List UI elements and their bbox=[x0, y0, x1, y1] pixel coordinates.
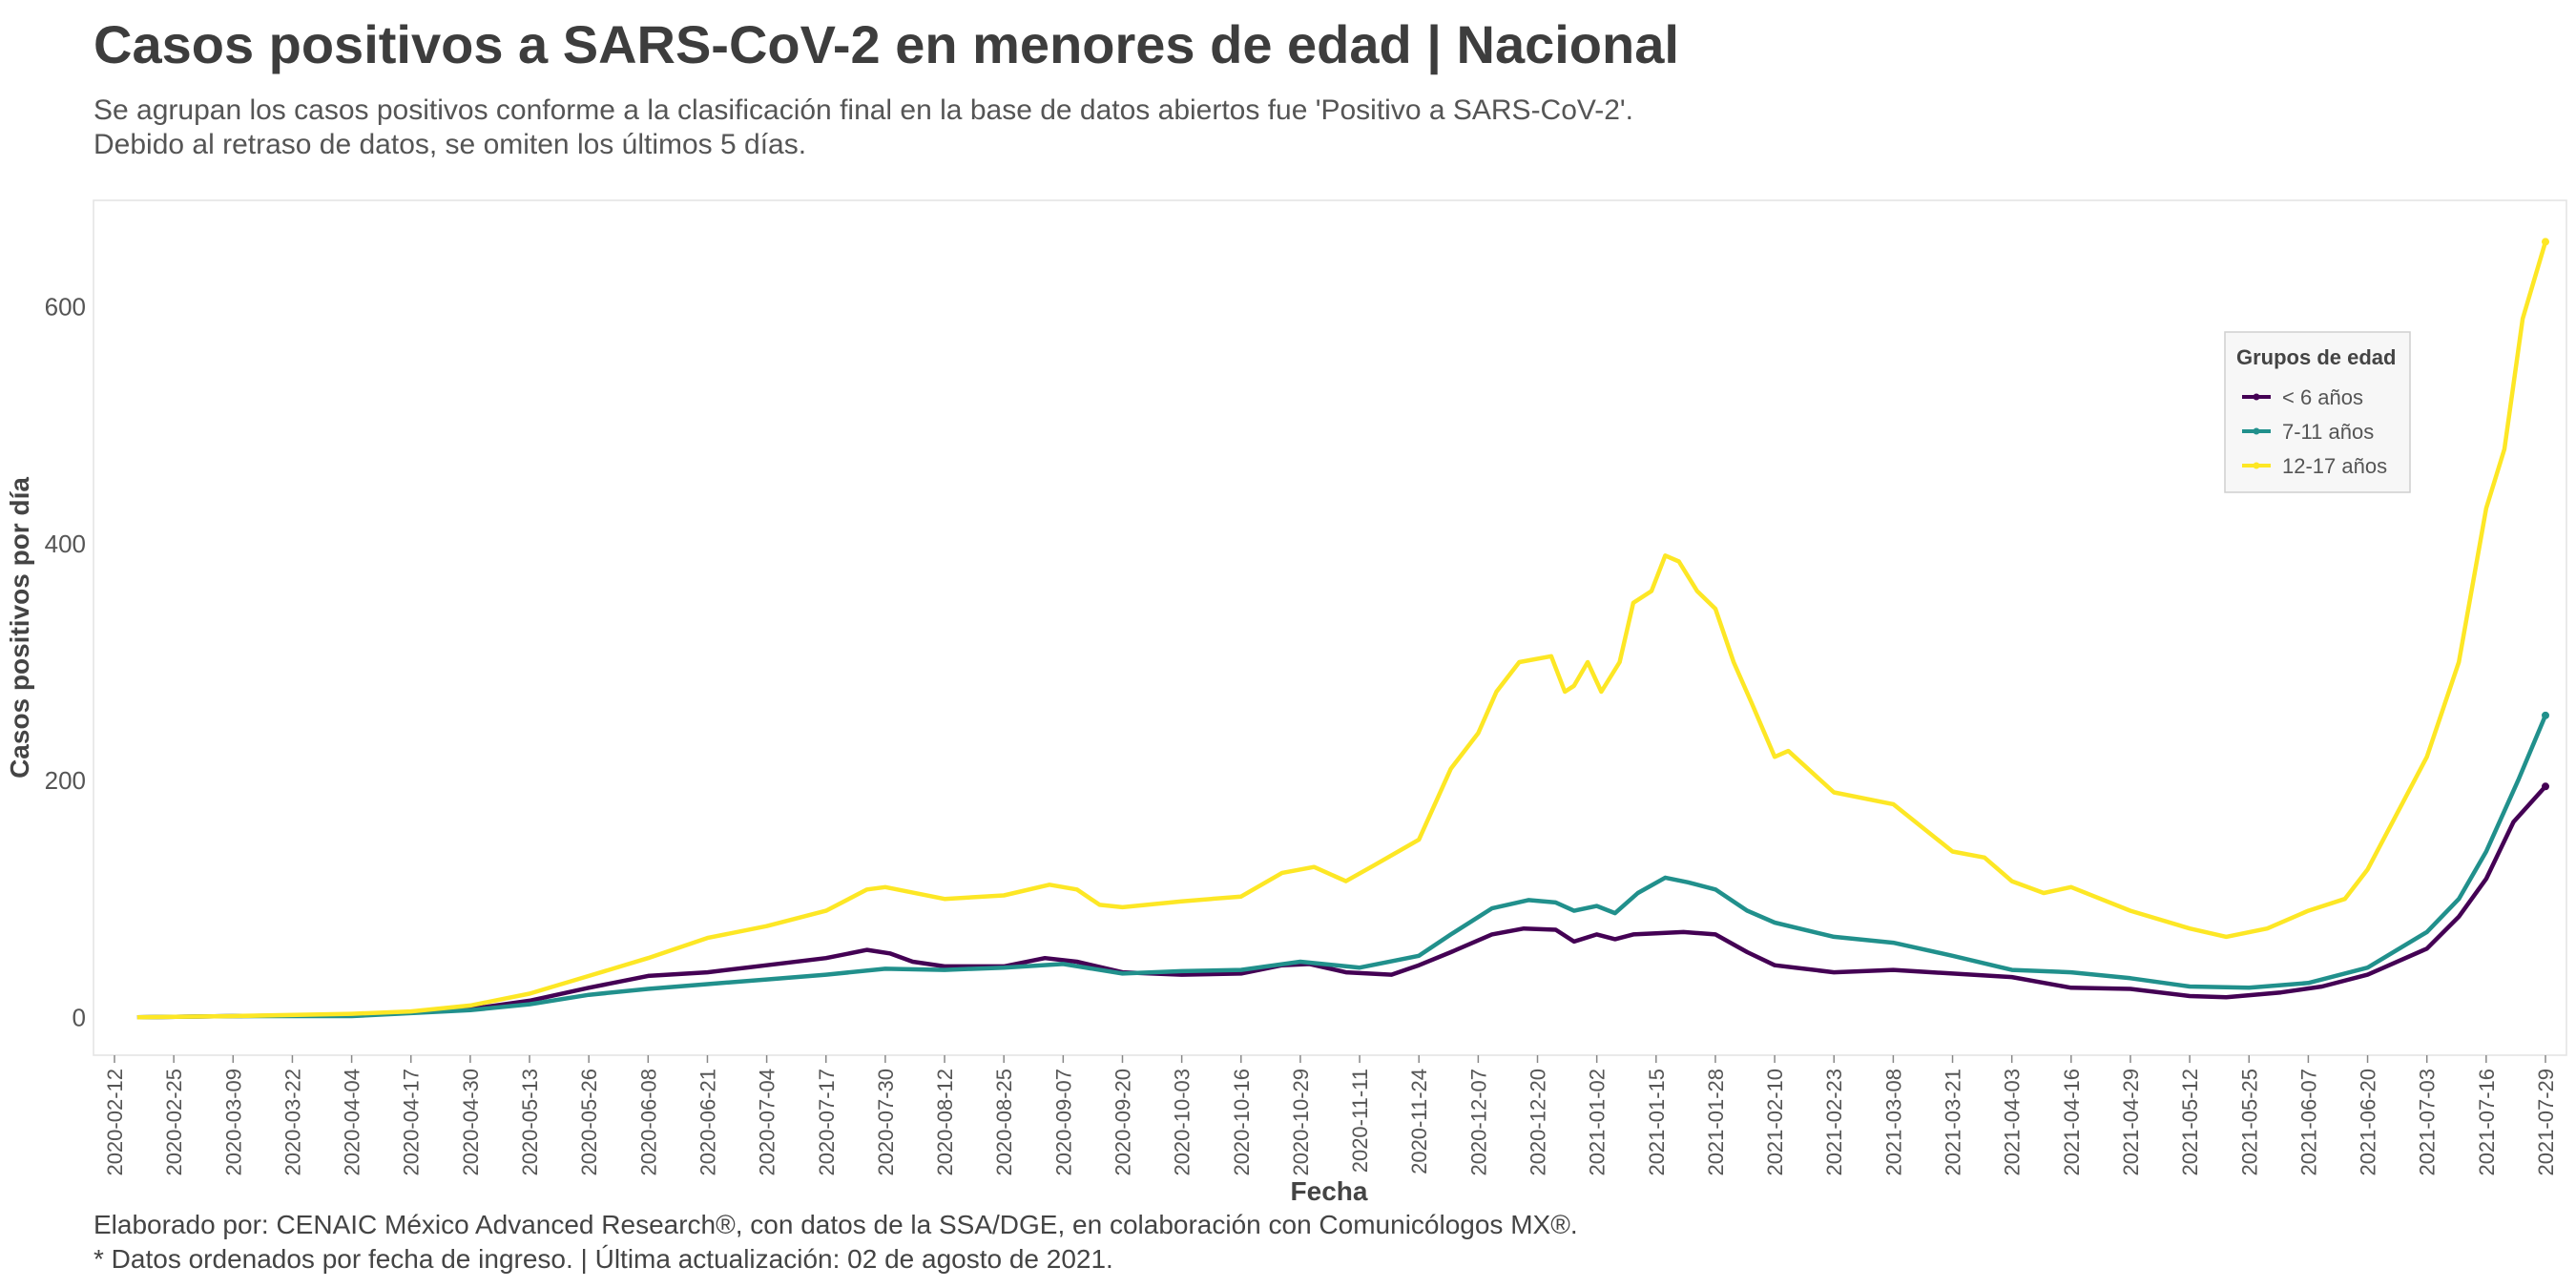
series-end-point-7-11-a-os bbox=[2542, 711, 2549, 719]
legend-label-12-17: 12-17 años bbox=[2282, 454, 2387, 478]
x-tick-label: 2021-03-21 bbox=[1942, 1069, 1965, 1176]
x-tick-label: 2021-03-08 bbox=[1881, 1069, 1905, 1176]
series-group bbox=[136, 238, 2549, 1020]
x-tick-label: 2020-10-29 bbox=[1289, 1069, 1313, 1176]
x-tick-label: 2020-07-04 bbox=[756, 1069, 779, 1176]
x-tick-label: 2021-01-02 bbox=[1586, 1069, 1610, 1176]
x-tick-label: 2020-11-24 bbox=[1407, 1069, 1431, 1174]
legend-title: Grupos de edad bbox=[2236, 345, 2396, 369]
x-tick-label: 2020-05-26 bbox=[577, 1069, 601, 1176]
y-axis: 0 200 400 600 bbox=[45, 293, 86, 1032]
subtitle-line-2: Debido al retraso de datos, se omiten lo… bbox=[93, 129, 807, 160]
x-tick-label: 2020-09-07 bbox=[1051, 1069, 1075, 1176]
chart-caption: Elaborado por: CENAIC México Advanced Re… bbox=[93, 1208, 1578, 1277]
y-axis-title: Casos positivos por día bbox=[5, 477, 34, 779]
y-tick-label: 200 bbox=[45, 766, 86, 795]
x-tick-label: 2020-10-16 bbox=[1230, 1069, 1254, 1176]
x-tick-label: 2020-04-30 bbox=[459, 1069, 483, 1176]
caption-line-1: Elaborado por: CENAIC México Advanced Re… bbox=[93, 1210, 1578, 1239]
x-tick-label: 2020-08-25 bbox=[992, 1069, 1016, 1176]
series-line-12-17-a-os bbox=[136, 240, 2548, 1020]
x-tick-label: 2020-10-03 bbox=[1171, 1069, 1195, 1176]
x-tick-label: 2021-07-16 bbox=[2475, 1069, 2499, 1176]
series-line-under-6-a-os bbox=[136, 784, 2547, 1020]
x-tick-label: 2021-06-07 bbox=[2296, 1069, 2320, 1176]
x-tick-label: 2020-08-12 bbox=[933, 1069, 957, 1176]
subtitle-line-1: Se agrupan los casos positivos conforme … bbox=[93, 94, 1633, 126]
plot-panel bbox=[93, 199, 2567, 1056]
x-tick-label: 2021-04-16 bbox=[2060, 1069, 2084, 1176]
x-tick-label: 2020-09-20 bbox=[1111, 1069, 1134, 1176]
x-tick-label: 2021-04-29 bbox=[2119, 1069, 2143, 1176]
x-tick-label: 2021-07-29 bbox=[2534, 1069, 2558, 1176]
x-tick-label: 2020-02-12 bbox=[103, 1069, 127, 1176]
x-tick-label: 2021-02-23 bbox=[1822, 1069, 1846, 1176]
x-tick-label: 2020-04-17 bbox=[400, 1069, 424, 1176]
x-tick-label: 2020-03-09 bbox=[221, 1069, 245, 1176]
legend-label-under-6: < 6 años bbox=[2282, 385, 2363, 409]
x-tick-label: 2020-11-11 bbox=[1348, 1069, 1372, 1173]
x-tick-label: 2020-05-13 bbox=[518, 1069, 542, 1176]
x-axis-title: Fecha bbox=[1291, 1176, 1368, 1206]
x-tick-label: 2021-05-12 bbox=[2178, 1069, 2202, 1176]
legend-item-under-6: < 6 años bbox=[2242, 385, 2363, 409]
x-tick-label: 2021-04-03 bbox=[2001, 1069, 2025, 1176]
x-tick-label: 2020-12-20 bbox=[1527, 1069, 1550, 1176]
x-tick-label: 2021-01-15 bbox=[1645, 1069, 1669, 1176]
x-tick-label: 2020-07-30 bbox=[874, 1069, 898, 1176]
series-line-7-11-a-os bbox=[136, 714, 2548, 1020]
series-end-point-12-17-a-os bbox=[2542, 238, 2549, 246]
x-tick-label: 2021-05-25 bbox=[2237, 1069, 2261, 1176]
x-tick-label: 2020-07-17 bbox=[815, 1069, 839, 1176]
x-axis: 2020-02-12 2020-02-25 2020-03-09 2020-03-22… bbox=[103, 1055, 2558, 1176]
legend-swatch-dot-under-6 bbox=[2253, 393, 2260, 401]
x-tick-label: 2021-07-03 bbox=[2416, 1069, 2440, 1176]
legend: Grupos de edad < 6 años 7-11 años 12-17 … bbox=[2224, 331, 2411, 493]
y-tick-label: 600 bbox=[45, 293, 86, 322]
x-tick-label: 2020-04-04 bbox=[341, 1069, 364, 1176]
legend-swatch-dot-7-11 bbox=[2253, 427, 2260, 435]
legend-item-7-11: 7-11 años bbox=[2242, 420, 2374, 444]
chart-subtitle: Se agrupan los casos positivos conforme … bbox=[93, 93, 1633, 162]
x-tick-label: 2020-12-07 bbox=[1466, 1069, 1490, 1176]
x-tick-label: 2021-01-28 bbox=[1704, 1069, 1728, 1176]
caption-line-2: * Datos ordenados por fecha de ingreso. … bbox=[93, 1244, 1113, 1274]
series-end-point-under-6-a-os bbox=[2542, 782, 2549, 791]
x-tick-label: 2020-03-22 bbox=[280, 1069, 304, 1176]
x-tick-label: 2021-02-10 bbox=[1763, 1069, 1787, 1176]
x-tick-label: 2020-06-21 bbox=[696, 1069, 719, 1176]
x-tick-label: 2021-06-20 bbox=[2357, 1069, 2380, 1176]
x-tick-label: 2020-06-08 bbox=[636, 1069, 660, 1176]
x-tick-label: 2020-02-25 bbox=[162, 1069, 186, 1176]
legend-item-12-17: 12-17 años bbox=[2242, 454, 2387, 478]
y-tick-label: 0 bbox=[73, 1003, 86, 1031]
y-tick-label: 400 bbox=[45, 530, 86, 558]
chart-title: Casos positivos a SARS-CoV-2 en menores … bbox=[93, 14, 1679, 74]
legend-swatch-dot-12-17 bbox=[2253, 462, 2260, 469]
legend-label-7-11: 7-11 años bbox=[2282, 420, 2374, 444]
